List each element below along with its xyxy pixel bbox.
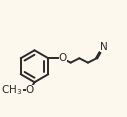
Text: N: N (100, 42, 108, 52)
Text: O: O (59, 53, 67, 63)
Text: CH$_3$: CH$_3$ (1, 83, 23, 97)
Text: O: O (26, 85, 34, 95)
